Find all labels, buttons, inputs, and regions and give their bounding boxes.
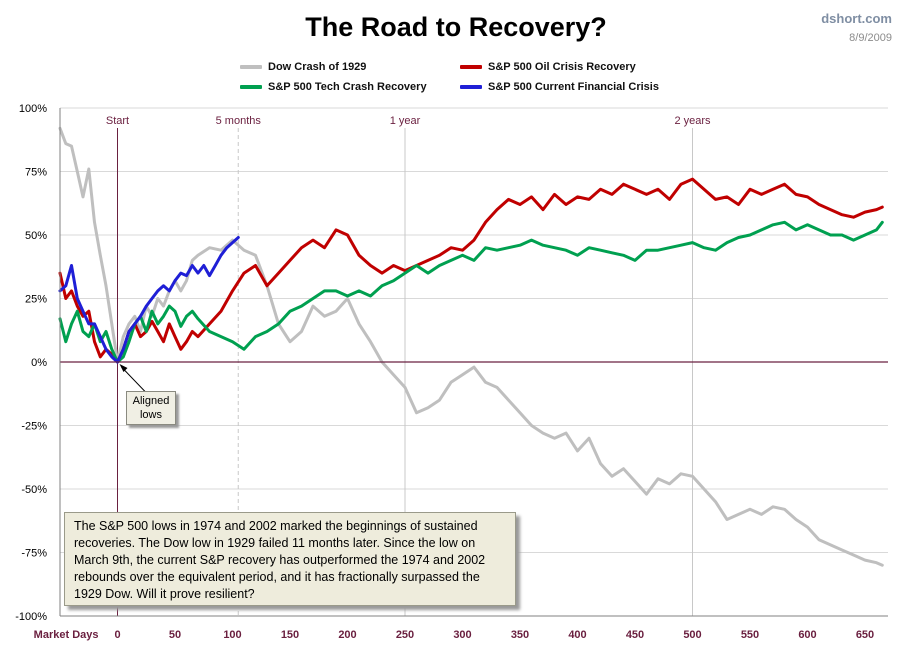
x-tick-label: 550 bbox=[741, 629, 759, 641]
x-tick-label: 200 bbox=[338, 629, 356, 641]
x-axis-title: Market Days bbox=[34, 629, 99, 641]
y-tick-label: 100% bbox=[19, 103, 47, 115]
legend-label-current-crisis: S&P 500 Current Financial Crisis bbox=[488, 81, 659, 93]
legend-swatch-dow-1929 bbox=[240, 65, 262, 69]
y-tick-label: 0% bbox=[31, 357, 47, 369]
y-tick-label: -100% bbox=[15, 611, 47, 623]
source-label: dshort.com bbox=[821, 11, 892, 26]
series-line bbox=[58, 236, 240, 364]
x-tick-label: 650 bbox=[856, 629, 874, 641]
x-tick-label: 0 bbox=[114, 629, 120, 641]
legend-label-oil-crisis: S&P 500 Oil Crisis Recovery bbox=[488, 61, 636, 73]
x-tick-label: 100 bbox=[223, 629, 241, 641]
x-tick-label: 300 bbox=[453, 629, 471, 641]
x-tick-label: 400 bbox=[568, 629, 586, 641]
date-label: 8/9/2009 bbox=[849, 32, 892, 44]
marker-label: 1 year bbox=[390, 115, 421, 127]
legend-item-dow-1929: Dow Crash of 1929 bbox=[240, 61, 366, 73]
x-tick-label: 500 bbox=[683, 629, 701, 641]
commentary-note: The S&P 500 lows in 1974 and 2002 marked… bbox=[64, 512, 516, 606]
series-line bbox=[58, 126, 884, 567]
callout-arrow-head bbox=[119, 364, 128, 372]
marker-label: 5 months bbox=[216, 115, 262, 127]
legend-swatch-oil-crisis bbox=[460, 65, 482, 69]
aligned-lows-callout: Aligned lows bbox=[126, 391, 176, 425]
y-tick-label: 75% bbox=[25, 167, 47, 179]
marker-label: Start bbox=[106, 115, 129, 127]
tick-labels: 100% 75% 50% 25% 0% -25% -50% -75% -100% Market D… bbox=[15, 103, 874, 641]
aligned-lows-line-2: lows bbox=[139, 409, 162, 421]
callout-arrow-line bbox=[121, 366, 146, 393]
y-tick-label: 25% bbox=[25, 294, 47, 306]
x-tick-label: 350 bbox=[511, 629, 529, 641]
legend-label-tech-crash: S&P 500 Tech Crash Recovery bbox=[268, 81, 427, 93]
marker-label: 2 years bbox=[674, 115, 711, 127]
y-tick-label: 50% bbox=[25, 230, 47, 242]
callout-arrow bbox=[119, 364, 146, 393]
axes bbox=[59, 108, 888, 617]
x-tick-label: 50 bbox=[169, 629, 181, 641]
legend-item-oil-crisis: S&P 500 Oil Crisis Recovery bbox=[460, 61, 636, 73]
y-tick-label: -25% bbox=[21, 421, 47, 433]
y-tick-label: -75% bbox=[21, 548, 47, 560]
series-lines bbox=[58, 126, 884, 567]
x-tick-label: 250 bbox=[396, 629, 414, 641]
y-tick-label: -50% bbox=[21, 484, 47, 496]
series-line bbox=[58, 177, 884, 364]
aligned-lows-line-1: Aligned bbox=[132, 395, 170, 407]
legend-swatch-tech-crash bbox=[240, 85, 262, 89]
x-tick-label: 450 bbox=[626, 629, 644, 641]
chart-title: The Road to Recovery? bbox=[305, 12, 607, 42]
x-tick-label: 600 bbox=[798, 629, 816, 641]
legend-item-tech-crash: S&P 500 Tech Crash Recovery bbox=[240, 81, 427, 93]
legend-item-current-crisis: S&P 500 Current Financial Crisis bbox=[460, 81, 659, 93]
x-tick-label: 150 bbox=[281, 629, 299, 641]
legend-label-dow-1929: Dow Crash of 1929 bbox=[268, 61, 367, 73]
legend-swatch-current-crisis bbox=[460, 85, 482, 89]
